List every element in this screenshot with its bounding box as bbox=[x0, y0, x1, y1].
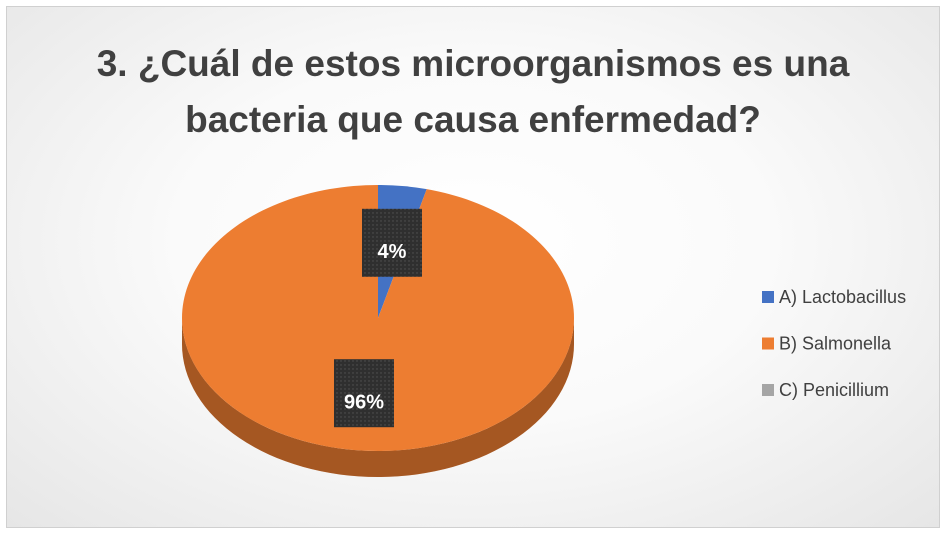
label-box bbox=[362, 208, 423, 277]
chart-title: 3. ¿Cuál de estos microorganismos es una… bbox=[96, 43, 850, 140]
legend-swatch bbox=[762, 337, 774, 350]
legend-swatch bbox=[762, 291, 774, 303]
pie-side bbox=[182, 318, 574, 477]
value-label: 96% bbox=[344, 391, 384, 413]
legend-text: B) Salmonella bbox=[779, 333, 892, 353]
legend-text: A) Lactobacillus bbox=[779, 287, 906, 307]
label-box bbox=[333, 359, 394, 428]
value-label: 4% bbox=[378, 241, 407, 263]
pie-slice bbox=[182, 185, 574, 452]
pie-side-shade bbox=[182, 318, 574, 477]
legend-text: C) Penicillium bbox=[779, 380, 889, 400]
legend-swatch bbox=[762, 384, 774, 396]
